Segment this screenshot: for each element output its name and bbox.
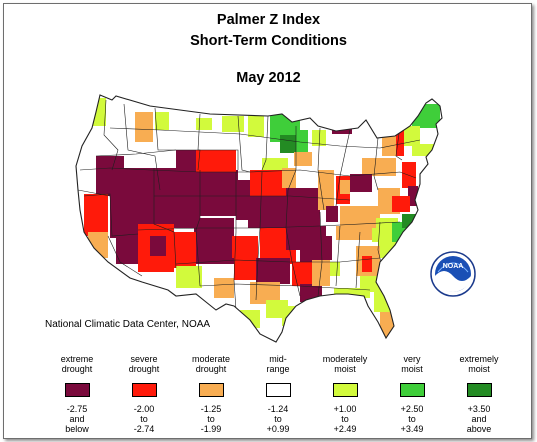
div-wy-central — [196, 150, 236, 172]
div-sc — [378, 242, 396, 258]
div-tx-west — [214, 278, 234, 298]
div-nv-south — [116, 234, 138, 264]
legend-label: very moist — [401, 354, 423, 374]
legend-item: very moist +2.50 to +3.49 — [377, 352, 447, 434]
legend-swatch — [332, 383, 358, 397]
div-tx-central — [250, 282, 280, 304]
div-ma — [412, 144, 434, 156]
legend-swatch — [399, 383, 425, 397]
legend-item: extremely moist +3.50 and above — [444, 352, 514, 434]
us-outline — [75, 94, 443, 343]
legend-range: -2.00 to -2.74 — [133, 404, 155, 434]
legend-label: extreme drought — [60, 354, 94, 374]
div-md — [408, 186, 418, 206]
legend-item: mid- range -1.24 to +0.99 — [243, 352, 313, 434]
div-ky — [340, 206, 380, 226]
div-nm-west — [174, 232, 196, 268]
legend-label: moderate drought — [191, 354, 231, 374]
div-tx-south — [240, 310, 260, 328]
div-nj — [402, 162, 416, 188]
map-legend: extreme drought -2.75 and below severe dro… — [0, 352, 537, 434]
map-period: May 2012 — [236, 70, 301, 86]
data-source-credit: National Climatic Data Center, NOAA — [45, 319, 211, 330]
div-ks — [248, 196, 288, 228]
div-va-north — [392, 196, 410, 212]
legend-swatch — [64, 383, 90, 397]
map-title: Palmer Z Index — [216, 12, 321, 28]
legend-swatch — [265, 383, 291, 397]
div-mn-east — [296, 130, 308, 152]
div-ne-east — [282, 168, 296, 188]
div-ok-west — [232, 236, 258, 258]
div-ut — [154, 168, 200, 228]
legend-item: moderately moist +1.00 to +2.49 — [310, 352, 380, 434]
legend-range: -1.25 to -1.99 — [200, 404, 222, 434]
legend-range: -2.75 and below — [65, 404, 89, 434]
legend-range: +3.50 and above — [466, 404, 492, 434]
div-fl-north — [334, 288, 370, 298]
div-co — [200, 170, 238, 216]
div-wy-east — [176, 150, 196, 172]
div-ca-central — [84, 194, 108, 236]
legend-swatch — [466, 383, 492, 397]
div-tn — [336, 226, 376, 240]
div-ny-east — [396, 130, 404, 156]
legend-range: +1.00 to +2.49 — [333, 404, 357, 434]
legend-range: +2.50 to +3.49 — [400, 404, 424, 434]
div-ia-north — [262, 158, 288, 172]
div-pa — [362, 158, 396, 176]
div-id-north — [135, 112, 153, 142]
div-wi — [312, 130, 326, 146]
div-nm — [194, 218, 234, 264]
legend-item: moderate drought -1.25 to -1.99 — [176, 352, 246, 434]
div-ga-central — [362, 256, 372, 272]
div-al-west — [330, 262, 340, 276]
legend-swatch — [198, 383, 224, 397]
legend-label: extremely moist — [459, 354, 499, 374]
noaa-logo-text: NOAA — [443, 263, 464, 270]
div-il — [318, 170, 334, 210]
legend-range: -1.24 to +0.99 — [266, 404, 290, 434]
div-tx-ne — [256, 258, 290, 284]
div-nd-east — [248, 115, 264, 137]
div-nc-west — [372, 228, 394, 242]
legend-item: extreme drought -2.75 and below — [42, 352, 112, 434]
div-wi-south — [294, 152, 312, 166]
div-oh — [350, 174, 372, 192]
division-boundaries — [77, 99, 421, 311]
div-mt-central — [196, 118, 212, 130]
legend-swatch — [131, 383, 157, 397]
legend-label: moderately moist — [322, 354, 368, 374]
noaa-logo: NOAA — [430, 251, 476, 297]
div-oh-west — [340, 180, 350, 194]
map-subtitle: Short-Term Conditions — [190, 33, 347, 49]
legend-label: severe drought — [128, 354, 160, 374]
div-nm-sw — [176, 266, 202, 288]
div-az-central — [150, 236, 166, 256]
div-mn-central — [280, 135, 300, 153]
legend-item: severe drought -2.00 to -2.74 — [109, 352, 179, 434]
div-tx-panhandle — [234, 254, 258, 280]
div-ca-coast — [88, 232, 108, 258]
div-nd — [222, 116, 244, 132]
div-mt-west — [155, 112, 169, 130]
div-il-south — [326, 206, 338, 222]
legend-label: mid- range — [266, 354, 290, 374]
div-ms — [318, 236, 332, 260]
